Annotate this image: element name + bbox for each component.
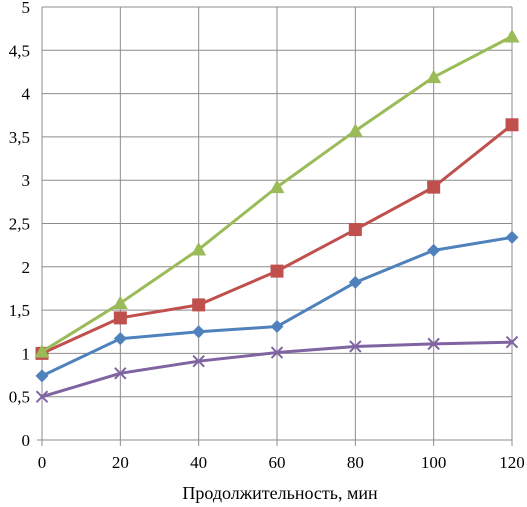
series-3-point	[191, 241, 207, 256]
y-tick-label: 1	[22, 344, 31, 363]
series-1-point	[113, 332, 127, 346]
series-4-point	[427, 337, 440, 351]
series-4-point	[270, 346, 284, 359]
series-1-point	[348, 275, 362, 289]
series-2-point	[270, 264, 284, 278]
x-tick-label: 120	[499, 453, 525, 472]
series-4	[35, 335, 519, 403]
series-4-point	[114, 367, 127, 380]
series-3-point	[269, 179, 285, 194]
series-3	[34, 28, 520, 358]
series-1-point	[270, 320, 284, 334]
x-tick-label: 80	[347, 453, 364, 472]
series-3-point	[426, 69, 442, 84]
x-tick-label: 100	[421, 453, 447, 472]
series-1	[35, 230, 519, 383]
y-tick-label: 3,5	[9, 128, 30, 147]
y-tick-label: 3	[22, 171, 31, 190]
x-axis-title: Продолжительность, мин	[182, 483, 378, 503]
y-tick-label: 1,5	[9, 301, 30, 320]
x-tick-label: 60	[269, 453, 286, 472]
series-4-point	[35, 390, 49, 403]
series-3-point	[112, 295, 128, 310]
axes	[37, 7, 512, 441]
series-4-point	[505, 335, 519, 349]
y-tick-label: 0,5	[9, 388, 30, 407]
tick-labels: 0 0,5 1 1,5 2 2,5 3 3,5 4 4,5 5 0 20 40 60 80 100 120	[9, 0, 525, 472]
series-2-point	[427, 180, 441, 194]
y-tick-label: 4	[22, 85, 31, 104]
series-2-point	[505, 118, 519, 132]
series-2-point	[348, 223, 362, 237]
x-tick-label: 20	[112, 453, 129, 472]
y-tick-label: 0	[22, 431, 31, 450]
series-2-point	[113, 311, 127, 325]
y-tick-label: 2,5	[9, 215, 30, 234]
series-1-point	[427, 243, 441, 257]
y-tick-label: 2	[22, 258, 31, 277]
series-1-point	[192, 325, 206, 339]
x-tick-label: 0	[38, 453, 47, 472]
x-tick-label: 40	[190, 453, 207, 472]
series-2-point	[192, 298, 206, 312]
series-1-point	[505, 230, 519, 244]
series-4-point	[349, 340, 362, 353]
series-4-point	[192, 354, 205, 368]
series-3-point	[34, 344, 50, 358]
y-tick-label: 5	[22, 0, 31, 17]
series-3-point	[504, 28, 520, 43]
series-3-point	[347, 123, 363, 137]
y-tick-label: 4,5	[9, 41, 30, 60]
series-1-point	[35, 369, 49, 383]
series-layer	[34, 28, 520, 403]
